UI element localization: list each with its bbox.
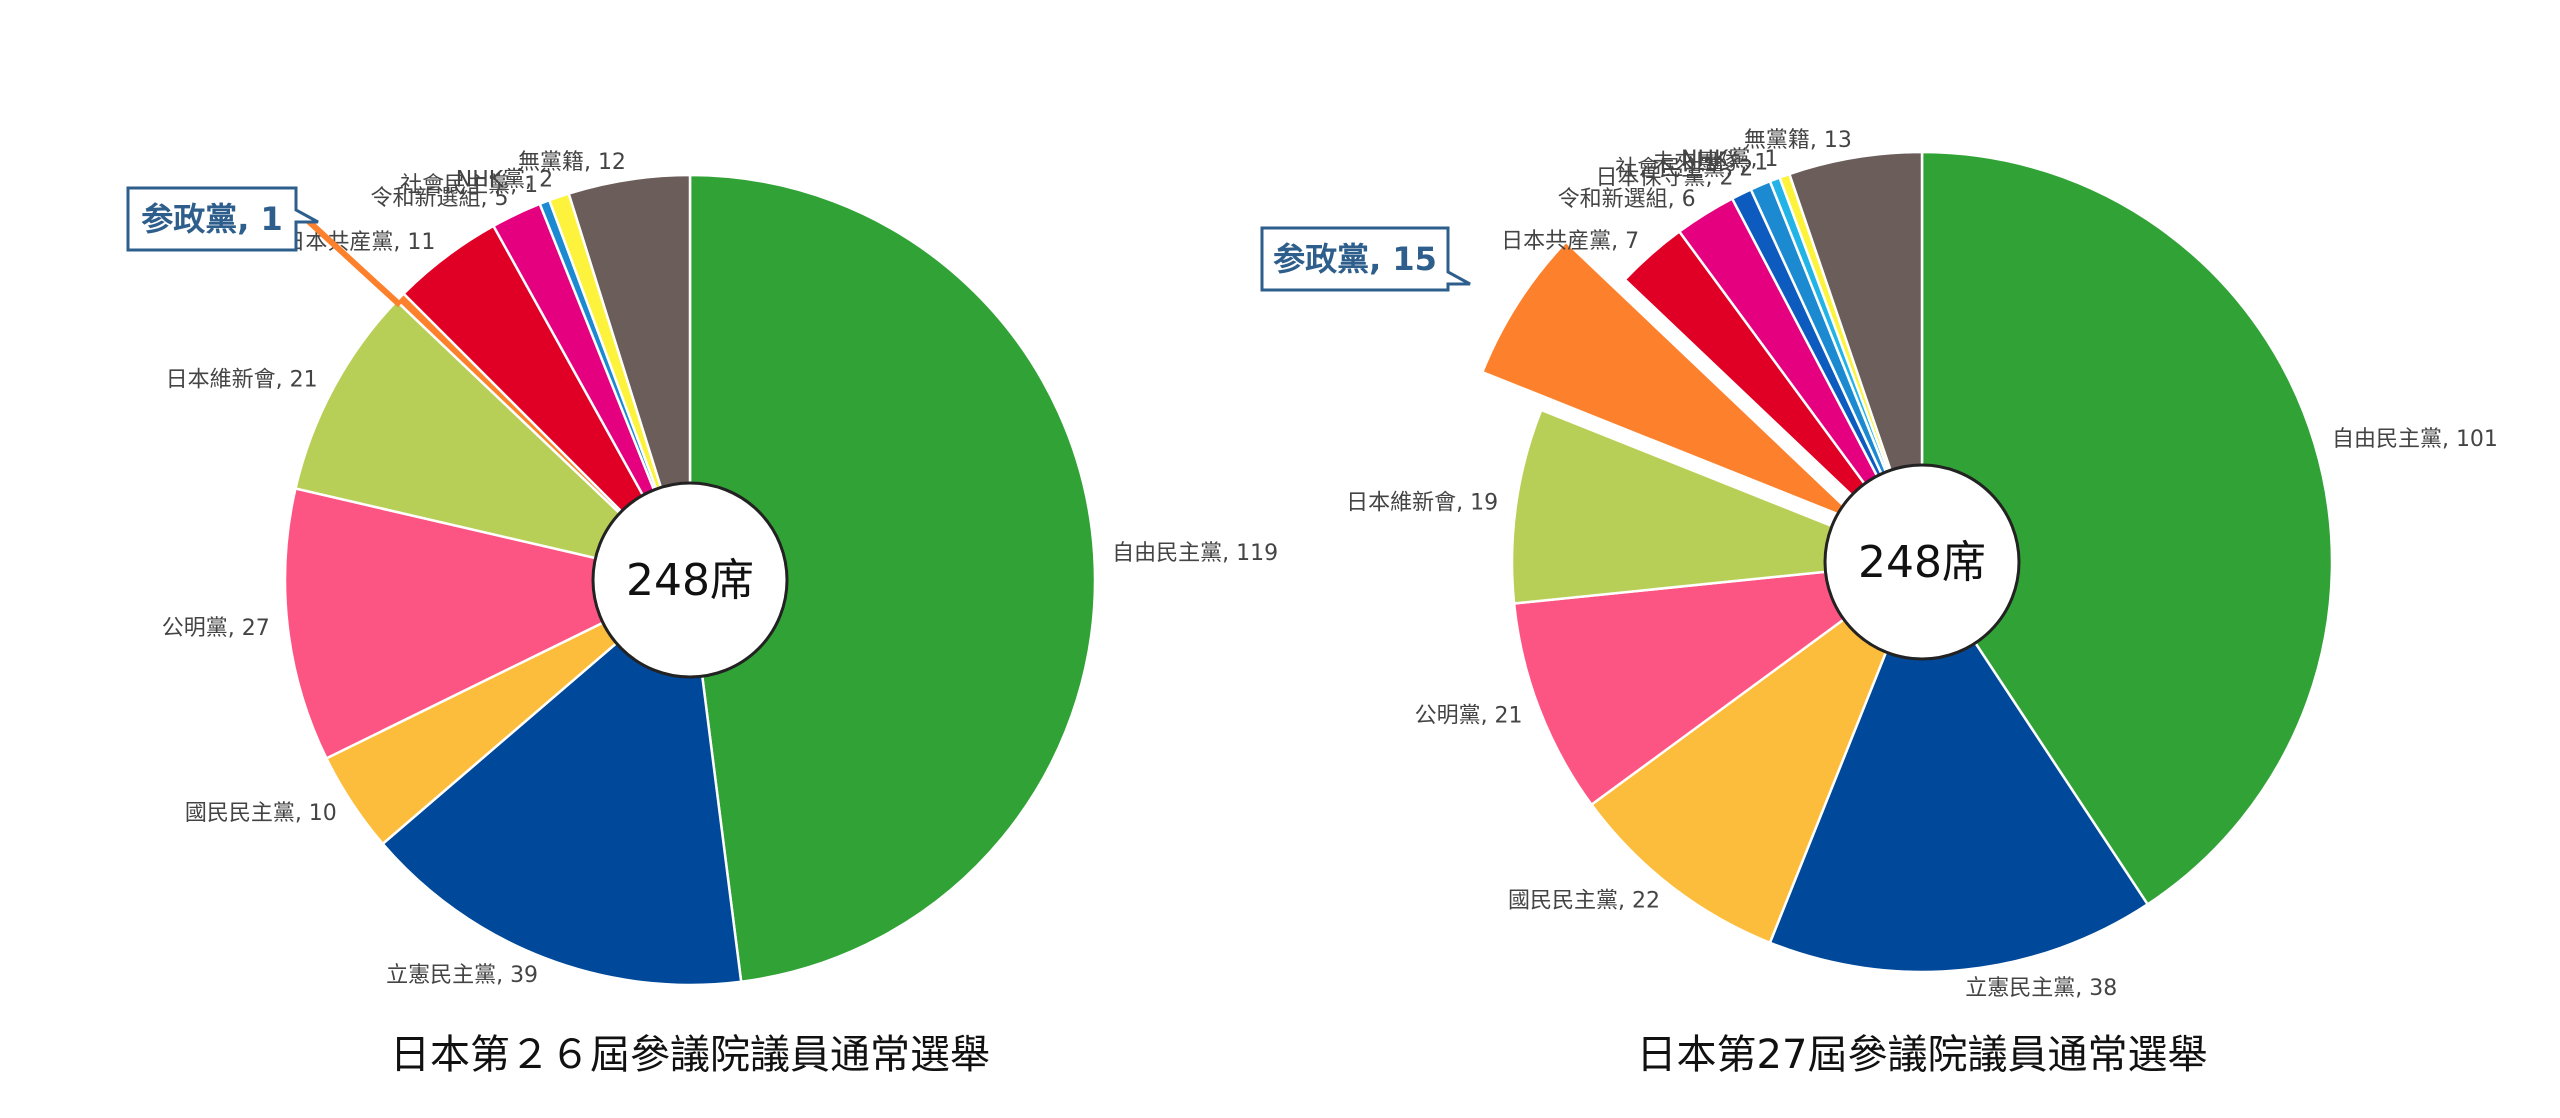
slice-label-12: 無黨籍, 13	[1744, 128, 1852, 153]
slice-label-8: 社會民主黨, 1	[400, 173, 538, 198]
pie-slice-5	[1480, 239, 1864, 526]
donut-center	[1823, 463, 2021, 661]
center-label: 248席	[1858, 537, 1986, 588]
slice-label-0: 自由民主黨, 119	[1112, 541, 1278, 566]
pie-chart-26th-election: 自由民主黨, 119 立憲民主黨, 39 國民民主黨, 10 公明黨, 27 日本維新會…	[126, 150, 1278, 1078]
slice-label-6: 日本共産黨, 7	[1501, 229, 1639, 254]
slice-label-9: 社會民主黨, 2	[1615, 157, 1753, 182]
center-label: 248席	[626, 555, 754, 606]
pie-slice-3	[283, 486, 694, 761]
donut-center	[591, 481, 789, 679]
slice-label-1: 立憲民主黨, 39	[386, 963, 538, 988]
callout-leader	[302, 215, 403, 308]
pie-slices	[283, 173, 1097, 987]
slice-label-4: 日本維新會, 19	[1346, 491, 1498, 516]
callout-box	[1260, 226, 1471, 292]
slice-label-9: NHK黨, 2	[456, 168, 553, 193]
slice-label-2: 國民民主黨, 10	[185, 801, 337, 826]
pie-chart-27th-election: 自由民主黨, 101 立憲民主黨, 38 國民民主黨, 22 公明黨, 21 日本維新會…	[1260, 128, 2498, 1078]
slice-label-10: 無黨籍, 12	[518, 150, 626, 175]
slice-label-1: 立憲民主黨, 38	[1965, 976, 2117, 1001]
pie-slice-3	[1512, 560, 1927, 807]
pie-slice-4	[1510, 408, 1923, 605]
callout-text: 参政黨, 1	[141, 200, 283, 238]
pie-labels: 自由民主黨, 119 立憲民主黨, 39 國民民主黨, 10 公明黨, 27 日本維新會…	[162, 150, 1278, 988]
callout-text: 参政黨, 15	[1273, 240, 1437, 278]
slice-label-4: 日本維新會, 21	[166, 367, 318, 392]
pie-slice-4	[293, 299, 695, 583]
slice-label-6: 日本共産黨, 11	[283, 230, 435, 255]
slice-label-0: 自由民主黨, 101	[2332, 427, 2498, 452]
pie-slice-1	[1768, 559, 2150, 974]
slice-label-8: 日本保守黨, 2	[1596, 166, 1734, 191]
slice-label-7: 令和新選組, 6	[1558, 187, 1696, 212]
slice-label-7: 令和新選組, 5	[371, 186, 509, 211]
pie-slice-12	[1787, 150, 1924, 563]
pie-slice-0	[688, 173, 1097, 984]
slice-label-10: 未來團隊, 1	[1652, 151, 1768, 176]
slice-label-3: 公明黨, 21	[1415, 704, 1523, 729]
callout-sansei: 参政黨, 1	[126, 186, 403, 308]
chart-title: 日本第２６屆參議院議員通常選舉	[390, 1032, 990, 1078]
callout-box	[126, 186, 319, 252]
slice-label-3: 公明黨, 27	[162, 616, 270, 641]
pie-slices	[1480, 150, 2334, 974]
callout-sansei: 参政黨, 15	[1260, 226, 1471, 292]
pie-slice-1	[380, 577, 743, 987]
pie-slice-10	[567, 173, 692, 581]
slice-label-2: 國民民主黨, 22	[1508, 888, 1660, 913]
pie-labels: 自由民主黨, 101 立憲民主黨, 38 國民民主黨, 22 公明黨, 21 日本維新會…	[1346, 128, 2498, 1001]
pie-slice-2	[1589, 558, 1925, 945]
slice-label-11: NHK黨, 1	[1681, 147, 1778, 172]
chart-title: 日本第27屆參議院議員通常選舉	[1637, 1032, 2208, 1078]
